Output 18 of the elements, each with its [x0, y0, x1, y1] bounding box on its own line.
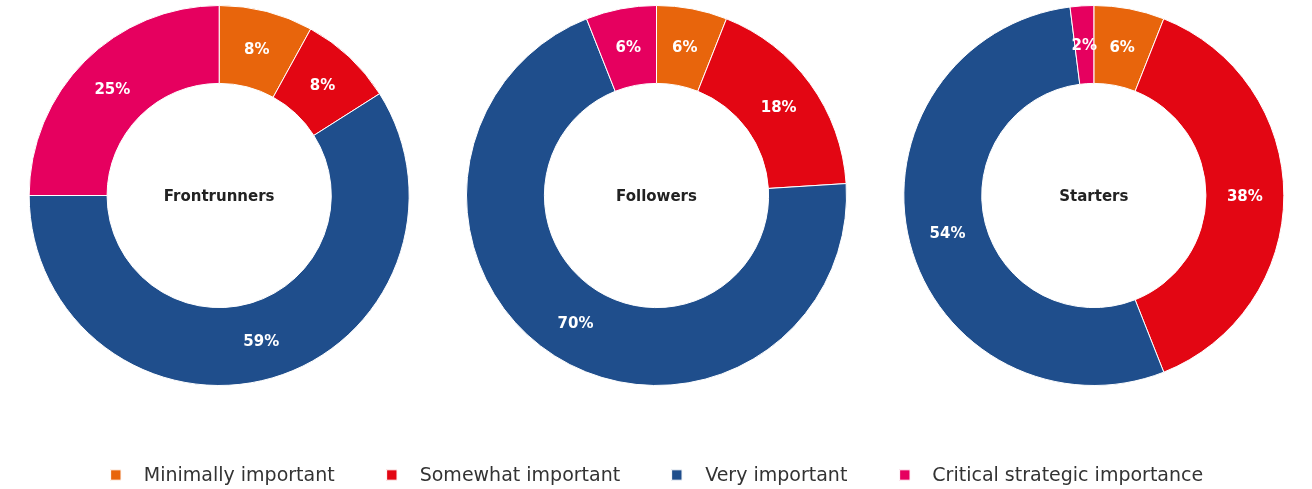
data-label: 25% [94, 79, 131, 98]
data-label: 38% [1226, 186, 1263, 205]
data-label: 70% [557, 314, 594, 333]
data-label: 8% [244, 40, 270, 59]
slice-label: Frontrunners [163, 186, 275, 205]
legend-label: Critical strategic importance [932, 463, 1204, 485]
legend-label: Somewhat important [419, 463, 621, 485]
data-label: 18% [760, 97, 797, 116]
data-label: 6% [672, 38, 698, 57]
slice-label: Followers [616, 186, 698, 205]
data-label: 59% [243, 331, 280, 350]
data-label: 6% [1109, 38, 1135, 57]
slice-label: Starters [1059, 186, 1129, 205]
legend-label: Minimally important [143, 463, 335, 485]
legend-label: Very important [705, 463, 848, 485]
data-label: 6% [615, 38, 641, 57]
data-label: 8% [309, 76, 336, 95]
data-label: 54% [929, 224, 966, 243]
